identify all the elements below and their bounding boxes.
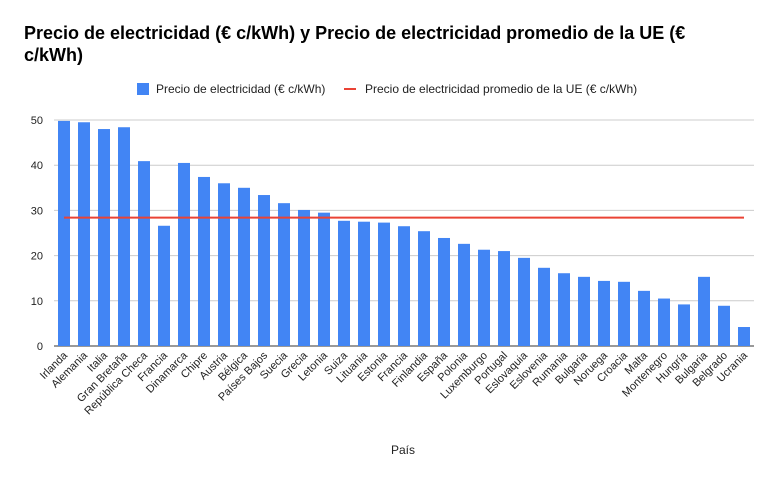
bar	[238, 187, 250, 346]
bar	[158, 225, 170, 346]
y-tick-label: 50	[31, 115, 43, 127]
chart-title: Precio de electricidad (€ c/kWh) y Preci…	[24, 23, 686, 65]
bar	[598, 280, 610, 346]
bar	[138, 161, 150, 346]
bar	[218, 183, 230, 346]
legend-swatch-bar	[137, 83, 149, 95]
bar	[338, 220, 350, 346]
bar	[498, 251, 510, 346]
bar	[458, 243, 470, 346]
bar	[618, 281, 630, 346]
bar	[678, 304, 690, 346]
bar	[118, 127, 130, 347]
y-axis-ticks: 0 10 20 30 40 50	[31, 115, 43, 353]
y-tick-label: 0	[37, 341, 43, 353]
bar	[718, 305, 730, 346]
y-tick-label: 20	[31, 251, 43, 263]
bar	[538, 267, 550, 346]
bar	[418, 231, 430, 346]
bar	[638, 290, 650, 346]
y-tick-label: 40	[31, 160, 43, 172]
bar	[658, 298, 670, 346]
bar-series	[58, 120, 750, 347]
bar	[358, 221, 370, 346]
bar	[198, 176, 210, 346]
bar	[438, 237, 450, 346]
legend-label-bar: Precio de electricidad (€ c/kWh)	[156, 82, 325, 96]
bar	[98, 129, 110, 346]
x-axis-title: País	[391, 443, 415, 457]
bar	[738, 327, 750, 346]
bar	[58, 120, 70, 347]
y-tick-label: 30	[31, 205, 43, 217]
bar	[518, 257, 530, 346]
bar	[558, 273, 570, 346]
bar	[318, 212, 330, 346]
legend: Precio de electricidad (€ c/kWh) Precio …	[137, 82, 637, 96]
bar	[298, 209, 310, 346]
bar	[578, 276, 590, 346]
bar	[178, 162, 190, 346]
bar	[378, 222, 390, 346]
bar	[78, 122, 90, 346]
bar	[478, 249, 490, 346]
bar	[398, 226, 410, 346]
bar	[258, 195, 270, 346]
y-tick-label: 10	[31, 296, 43, 308]
bar	[698, 276, 710, 346]
legend-label-line: Precio de electricidad promedio de la UE…	[365, 82, 637, 96]
bar	[278, 203, 290, 346]
